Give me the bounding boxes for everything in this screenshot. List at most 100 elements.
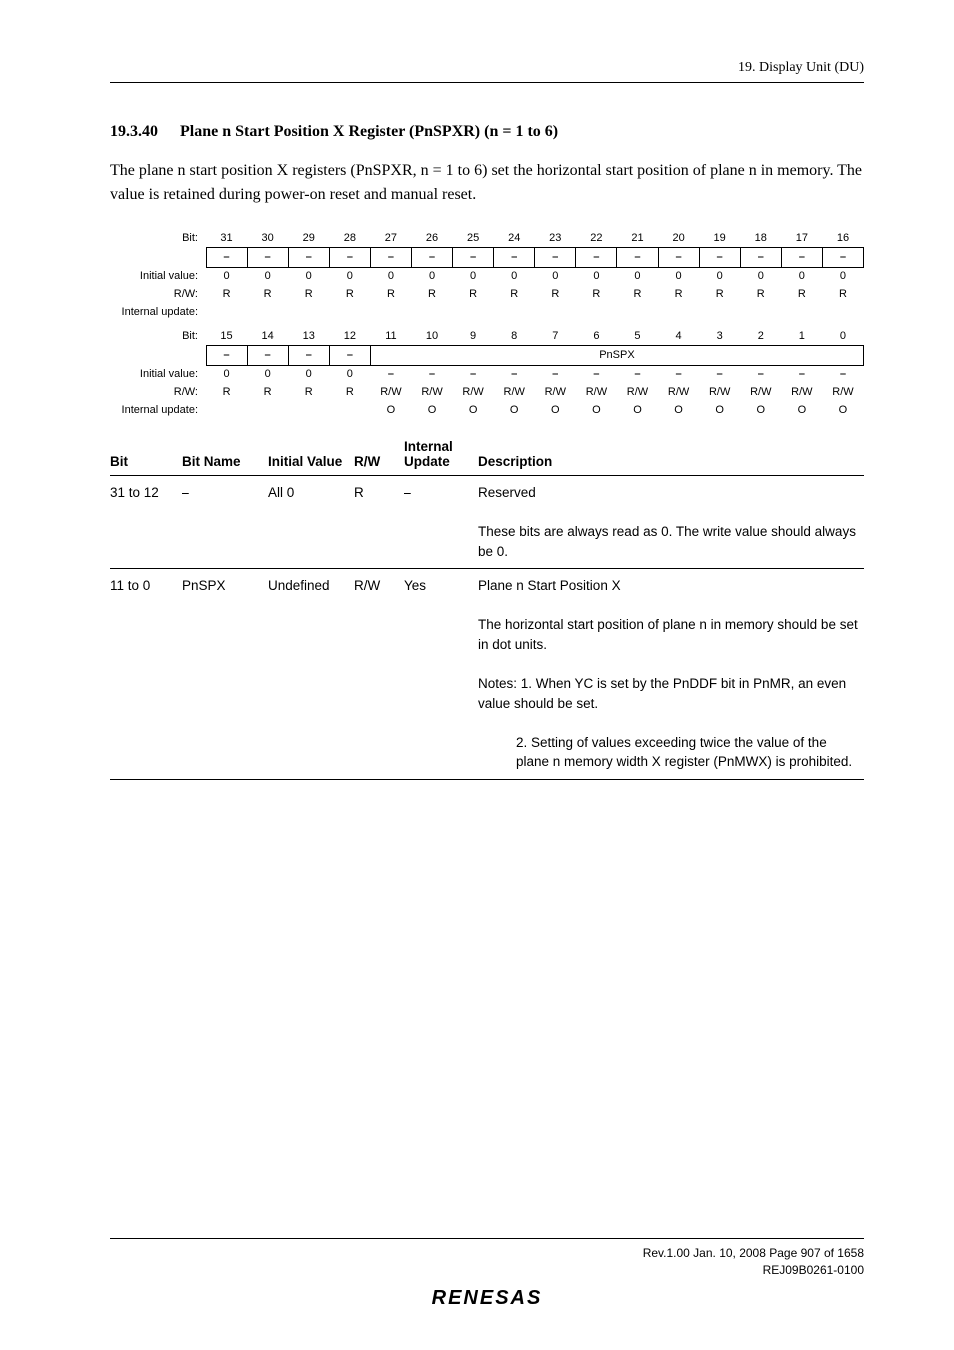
bitnum: 10 [411,327,452,345]
bit-initial: ⎯ [658,365,699,383]
table-row: 31 to 12 ⎯ All 0 R ⎯ Reserved These bits… [110,476,864,569]
bit-initial: 0 [494,267,535,285]
bit-initial: 0 [658,267,699,285]
bit-rw: R [535,285,576,303]
cell-update: Yes [404,569,478,780]
desc-line: Plane n Start Position X [478,578,621,593]
bit-initial: 0 [288,267,329,285]
bitnum: 17 [781,229,822,247]
bit-cell: ⎯ [535,247,576,267]
bitnum: 18 [740,229,781,247]
footer-text: Rev.1.00 Jan. 10, 2008 Page 907 of 1658 … [110,1245,864,1279]
bit-diagram-low: Bit: 15 14 13 12 11 10 9 8 7 6 5 4 3 2 1… [110,327,864,419]
bit-row-initial: Initial value: 0 0 0 0 0 0 0 0 0 0 0 0 0… [110,267,864,285]
bit-initial: ⎯ [453,365,494,383]
bit-rw: R [206,285,247,303]
bit-rw: R/W [411,383,452,401]
bit-rw: R [370,285,411,303]
bit-cell: ⎯ [699,247,740,267]
th-update: Internal Update [404,433,478,476]
bit-initial: ⎯ [535,365,576,383]
bitnum: 19 [699,229,740,247]
bit-cell: ⎯ [370,247,411,267]
bit-rw: R/W [535,383,576,401]
cell-bitname: ⎯ [182,476,268,569]
bit-initial: ⎯ [576,365,617,383]
bit-initial: 0 [535,267,576,285]
bit-upd [247,401,288,419]
bit-rw: R [247,383,288,401]
bitnum: 3 [699,327,740,345]
bit-upd: O [699,401,740,419]
bit-rw: R [699,285,740,303]
bit-upd: O [617,401,658,419]
bitnum: 22 [576,229,617,247]
cell-rw: R [354,476,404,569]
bit-upd: O [658,401,699,419]
table-row: 11 to 0 PnSPX Undefined R/W Yes Plane n … [110,569,864,780]
bit-initial: ⎯ [494,365,535,383]
th-bitname: Bit Name [182,433,268,476]
label-initial: Initial value: [110,365,206,383]
header-section: 19. Display Unit (DU) [110,60,864,82]
bitnum: 31 [206,229,247,247]
bit-rw: R [329,285,370,303]
bit-rw: R/W [822,383,863,401]
bitnum: 13 [288,327,329,345]
bit-rw: R [617,285,658,303]
th-desc: Description [478,433,864,476]
bitnum: 8 [494,327,535,345]
bit-initial: 0 [206,365,247,383]
bit-upd: O [453,401,494,419]
bit-initial: 0 [617,267,658,285]
bit-rw: R [411,285,452,303]
bitnum: 28 [329,229,370,247]
bitnum: 24 [494,229,535,247]
bit-row-update: Internal update: O O O O O O O O O O O O [110,401,864,419]
bitnum: 4 [658,327,699,345]
bit-upd: O [740,401,781,419]
bit-upd: O [494,401,535,419]
bit-row-cells: ⎯ ⎯ ⎯ ⎯ PnSPX [110,345,864,365]
bit-upd [288,401,329,419]
bit-row-numbers: Bit: 15 14 13 12 11 10 9 8 7 6 5 4 3 2 1… [110,327,864,345]
cell-bit: 11 to 0 [110,569,182,780]
bit-cell: ⎯ [329,345,370,365]
label-initial: Initial value: [110,267,206,285]
bitnum: 12 [329,327,370,345]
label-bit: Bit: [110,229,206,247]
bit-initial: ⎯ [740,365,781,383]
bit-upd: O [781,401,822,419]
intro-paragraph: The plane n start position X registers (… [110,159,864,207]
bitnum: 30 [247,229,288,247]
cell-initial: All 0 [268,476,354,569]
bit-cell: ⎯ [617,247,658,267]
bit-cell: ⎯ [658,247,699,267]
bitnum: 15 [206,327,247,345]
page-footer: Rev.1.00 Jan. 10, 2008 Page 907 of 1658 … [110,1238,864,1310]
bit-rw: R [740,285,781,303]
bit-initial: ⎯ [617,365,658,383]
bit-initial: 0 [206,267,247,285]
bit-row-cells: ⎯ ⎯ ⎯ ⎯ ⎯ ⎯ ⎯ ⎯ ⎯ ⎯ ⎯ ⎯ ⎯ ⎯ ⎯ ⎯ [110,247,864,267]
bit-row-initial: Initial value: 0 0 0 0 ⎯ ⎯ ⎯ ⎯ ⎯ ⎯ ⎯ ⎯ ⎯… [110,365,864,383]
bit-cell: ⎯ [247,247,288,267]
bit-initial: 0 [576,267,617,285]
bitnum: 21 [617,229,658,247]
desc-line: 2. Setting of values exceeding twice the… [478,733,858,772]
bit-initial: ⎯ [699,365,740,383]
bit-rw: R/W [699,383,740,401]
bit-initial: 0 [781,267,822,285]
bit-row-rw: R/W: R R R R R/W R/W R/W R/W R/W R/W R/W… [110,383,864,401]
bit-rw: R/W [781,383,822,401]
bit-initial: 0 [822,267,863,285]
bitnum: 23 [535,229,576,247]
bit-initial: 0 [247,365,288,383]
bit-rw: R/W [576,383,617,401]
bit-initial: 0 [411,267,452,285]
bit-upd: O [822,401,863,419]
bit-rw: R [329,383,370,401]
bitnum: 0 [822,327,863,345]
bit-cell: ⎯ [288,247,329,267]
section-heading: 19.3.40 Plane n Start Position X Registe… [110,123,864,141]
